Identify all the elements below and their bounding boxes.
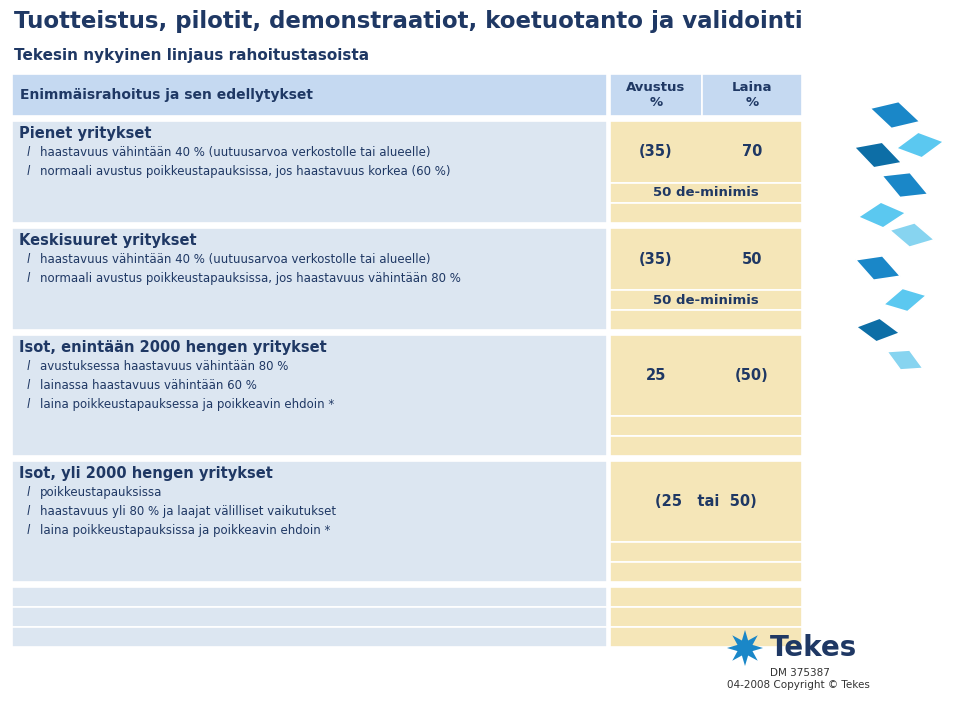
Text: avustuksessa haastavuus vähintään 80 %: avustuksessa haastavuus vähintään 80 % [40,360,289,373]
Text: (25   tai  50): (25 tai 50) [655,494,757,509]
FancyBboxPatch shape [12,228,607,330]
Text: l: l [27,486,30,499]
Text: (35): (35) [640,145,673,160]
FancyBboxPatch shape [702,74,802,116]
FancyBboxPatch shape [610,228,802,290]
FancyBboxPatch shape [12,461,607,582]
Text: laina poikkeustapauksissa ja poikkeavin ehdoin *: laina poikkeustapauksissa ja poikkeavin … [40,524,330,537]
FancyBboxPatch shape [610,335,802,416]
FancyBboxPatch shape [610,121,802,183]
FancyBboxPatch shape [610,627,802,647]
Polygon shape [890,223,934,247]
Text: Tekes: Tekes [770,634,857,662]
Text: 70: 70 [742,145,762,160]
Text: 50 de-minimis: 50 de-minimis [653,186,759,200]
Text: l: l [27,253,30,266]
Text: l: l [27,165,30,178]
FancyBboxPatch shape [12,587,607,607]
FancyBboxPatch shape [610,183,802,203]
FancyBboxPatch shape [12,607,607,627]
FancyBboxPatch shape [12,335,607,456]
Text: Isot, yli 2000 hengen yritykset: Isot, yli 2000 hengen yritykset [19,466,273,481]
FancyBboxPatch shape [610,310,802,330]
Text: DM 375387: DM 375387 [770,668,830,678]
Text: laina poikkeustapauksessa ja poikkeavin ehdoin *: laina poikkeustapauksessa ja poikkeavin … [40,398,335,411]
Text: l: l [27,505,30,518]
Text: Isot, enintään 2000 hengen yritykset: Isot, enintään 2000 hengen yritykset [19,340,327,355]
Text: haastavuus vähintään 40 % (uutuusarvoa verkostolle tai alueelle): haastavuus vähintään 40 % (uutuusarvoa v… [40,253,431,266]
Text: poikkeustapauksissa: poikkeustapauksissa [40,486,162,499]
Text: Laina
%: Laina % [732,81,772,109]
Polygon shape [883,288,926,312]
Text: l: l [27,398,30,411]
Text: Avustus
%: Avustus % [626,81,686,109]
Text: Tuotteistus, pilotit, demonstraatiot, koetuotanto ja validointi: Tuotteistus, pilotit, demonstraatiot, ko… [14,10,803,33]
Text: l: l [27,146,30,159]
Text: Keskisuuret yritykset: Keskisuuret yritykset [19,233,197,248]
Text: (35): (35) [640,251,673,266]
FancyBboxPatch shape [12,74,607,116]
FancyBboxPatch shape [610,461,802,542]
FancyBboxPatch shape [610,542,802,562]
Polygon shape [897,132,944,158]
Text: lainassa haastavuus vähintään 60 %: lainassa haastavuus vähintään 60 % [40,379,257,392]
Text: l: l [27,524,30,537]
Text: Pienet yritykset: Pienet yritykset [19,126,152,141]
FancyBboxPatch shape [610,203,802,223]
FancyBboxPatch shape [610,416,802,436]
Text: normaali avustus poikkeustapauksissa, jos haastavuus vähintään 80 %: normaali avustus poikkeustapauksissa, jo… [40,272,461,285]
Polygon shape [855,256,901,280]
Text: 25: 25 [645,368,667,383]
FancyBboxPatch shape [610,436,802,456]
Text: normaali avustus poikkeustapauksissa, jos haastavuus korkea (60 %): normaali avustus poikkeustapauksissa, jo… [40,165,451,178]
Text: (50): (50) [736,368,769,383]
FancyBboxPatch shape [12,121,607,223]
FancyBboxPatch shape [610,290,802,310]
Polygon shape [727,630,763,666]
FancyBboxPatch shape [610,562,802,582]
Text: l: l [27,272,30,285]
Text: haastavuus vähintään 40 % (uutuusarvoa verkostolle tai alueelle): haastavuus vähintään 40 % (uutuusarvoa v… [40,146,431,159]
Polygon shape [887,350,924,370]
Text: l: l [27,379,30,392]
Polygon shape [882,172,928,198]
Text: 50: 50 [741,251,762,266]
Text: l: l [27,360,30,373]
FancyBboxPatch shape [610,587,802,607]
Polygon shape [870,102,920,128]
Text: 04-2008 Copyright © Tekes: 04-2008 Copyright © Tekes [727,680,870,690]
Text: haastavuus yli 80 % ja laajat välilliset vaikutukset: haastavuus yli 80 % ja laajat välilliset… [40,505,336,518]
Polygon shape [858,202,906,228]
FancyBboxPatch shape [12,627,607,647]
Text: Enimmäisrahoitus ja sen edellytykset: Enimmäisrahoitus ja sen edellytykset [20,88,313,102]
Text: Tekesin nykyinen linjaus rahoitustasoista: Tekesin nykyinen linjaus rahoitustasoist… [14,48,369,63]
FancyBboxPatch shape [610,74,702,116]
Polygon shape [856,318,900,342]
FancyBboxPatch shape [610,607,802,627]
Polygon shape [854,142,901,168]
Text: 50 de-minimis: 50 de-minimis [653,294,759,306]
